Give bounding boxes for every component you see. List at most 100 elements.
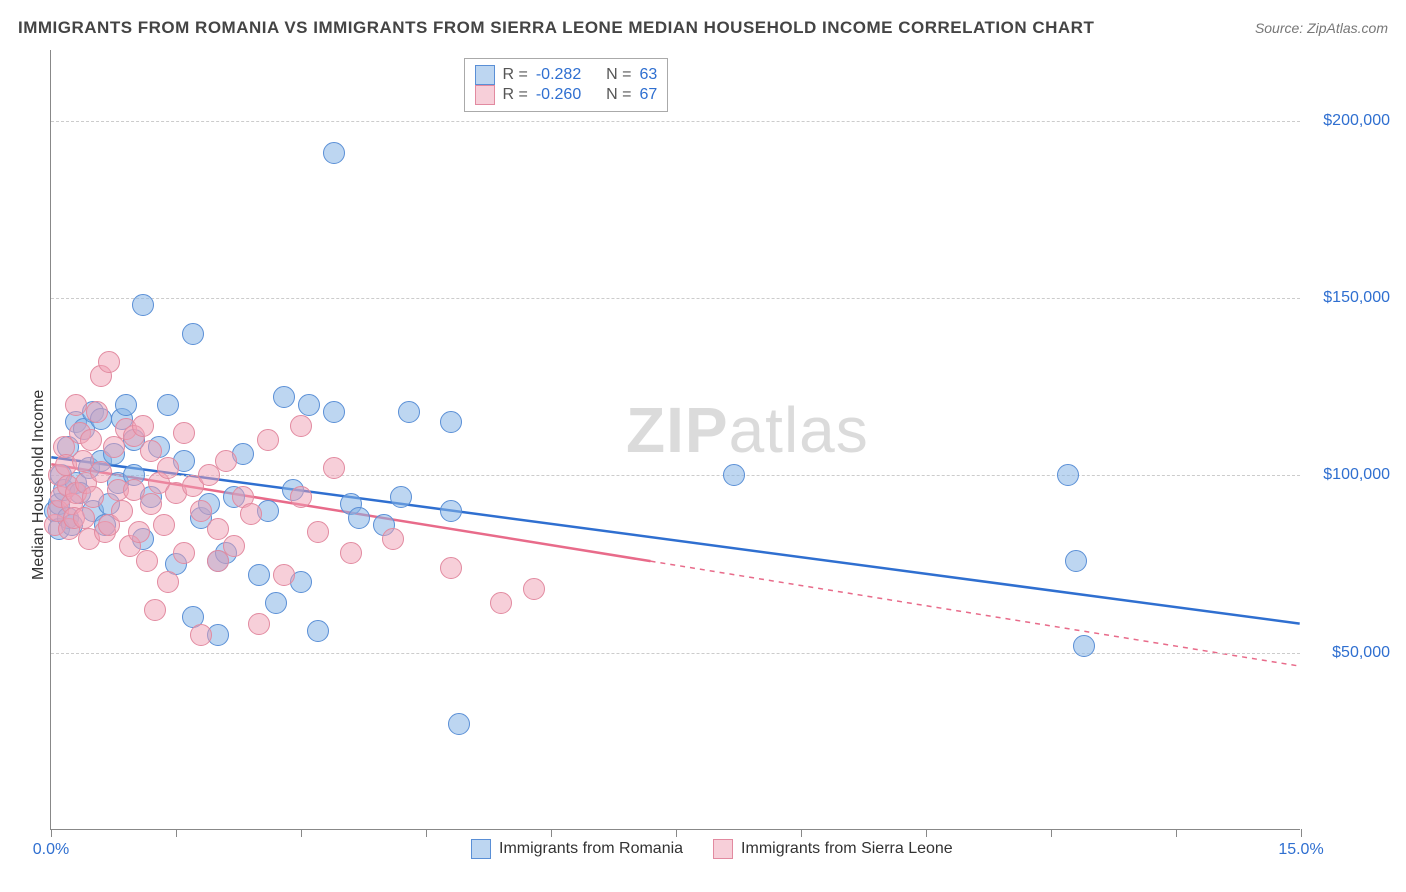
n-value: 67 <box>639 86 657 104</box>
scatter-point <box>273 564 295 586</box>
legend-item: Immigrants from Sierra Leone <box>713 839 953 859</box>
x-tick <box>801 829 802 837</box>
scatter-point <box>382 528 404 550</box>
r-label: R = <box>503 66 528 84</box>
scatter-point <box>98 351 120 373</box>
watermark-rest: atlas <box>729 394 869 466</box>
legend-label: Immigrants from Sierra Leone <box>741 840 953 858</box>
watermark-bold: ZIP <box>626 394 729 466</box>
r-label: R = <box>503 86 528 104</box>
n-label: N = <box>606 66 631 84</box>
scatter-point <box>136 550 158 572</box>
scatter-point <box>182 323 204 345</box>
scatter-point <box>190 624 212 646</box>
x-tick <box>1301 829 1302 837</box>
scatter-point <box>440 557 462 579</box>
x-tick <box>1176 829 1177 837</box>
y-tick-label: $150,000 <box>1310 289 1390 307</box>
scatter-point <box>173 542 195 564</box>
gridline <box>51 298 1300 299</box>
x-tick <box>1051 829 1052 837</box>
y-axis-label: Median Household Income <box>30 390 48 580</box>
chart-title: IMMIGRANTS FROM ROMANIA VS IMMIGRANTS FR… <box>18 18 1094 38</box>
scatter-point <box>265 592 287 614</box>
scatter-point <box>307 620 329 642</box>
scatter-point <box>323 401 345 423</box>
n-label: N = <box>606 86 631 104</box>
scatter-point <box>440 411 462 433</box>
y-tick-label: $50,000 <box>1310 644 1390 662</box>
scatter-point <box>80 429 102 451</box>
scatter-point <box>128 521 150 543</box>
x-tick <box>426 829 427 837</box>
scatter-point <box>223 535 245 557</box>
scatter-point <box>307 521 329 543</box>
x-tick <box>301 829 302 837</box>
scatter-point <box>1073 635 1095 657</box>
scatter-point <box>153 514 175 536</box>
legend-stats: R = -0.282 N = 63 R = -0.260 N = 67 <box>464 58 669 112</box>
n-value: 63 <box>639 66 657 84</box>
scatter-point <box>248 564 270 586</box>
legend-stats-row: R = -0.260 N = 67 <box>475 85 658 105</box>
legend-swatch <box>475 85 495 105</box>
scatter-point <box>215 450 237 472</box>
source-label: Source: ZipAtlas.com <box>1255 20 1388 36</box>
scatter-point <box>240 503 262 525</box>
scatter-point <box>157 571 179 593</box>
scatter-point <box>65 394 87 416</box>
scatter-point <box>290 486 312 508</box>
gridline <box>51 653 1300 654</box>
scatter-point <box>348 507 370 529</box>
y-tick-label: $200,000 <box>1310 112 1390 130</box>
r-value: -0.260 <box>536 86 581 104</box>
legend-stats-row: R = -0.282 N = 63 <box>475 65 658 85</box>
scatter-point <box>73 507 95 529</box>
legend-series: Immigrants from Romania Immigrants from S… <box>471 839 953 859</box>
legend-label: Immigrants from Romania <box>499 840 683 858</box>
scatter-point <box>144 599 166 621</box>
scatter-point <box>86 401 108 423</box>
scatter-point <box>173 422 195 444</box>
scatter-point <box>132 415 154 437</box>
scatter-point <box>440 500 462 522</box>
scatter-point <box>140 440 162 462</box>
scatter-point <box>1065 550 1087 572</box>
gridline <box>51 121 1300 122</box>
scatter-point <box>190 500 212 522</box>
x-tick <box>51 829 52 837</box>
scatter-point <box>257 429 279 451</box>
scatter-point <box>398 401 420 423</box>
watermark: ZIPatlas <box>626 393 869 467</box>
scatter-point <box>115 394 137 416</box>
scatter-point <box>390 486 412 508</box>
x-tick-label: 0.0% <box>33 841 69 859</box>
gridline <box>51 475 1300 476</box>
scatter-point <box>290 415 312 437</box>
x-tick <box>551 829 552 837</box>
scatter-point <box>1057 464 1079 486</box>
scatter-point <box>207 518 229 540</box>
scatter-point <box>323 142 345 164</box>
scatter-point <box>132 294 154 316</box>
legend-item: Immigrants from Romania <box>471 839 683 859</box>
scatter-point <box>340 542 362 564</box>
regression-lines <box>51 50 1300 829</box>
scatter-point <box>82 486 104 508</box>
scatter-point <box>323 457 345 479</box>
scatter-point <box>723 464 745 486</box>
scatter-point <box>111 500 133 522</box>
legend-swatch <box>471 839 491 859</box>
scatter-point <box>523 578 545 600</box>
scatter-point <box>298 394 320 416</box>
x-tick <box>676 829 677 837</box>
scatter-point <box>273 386 295 408</box>
scatter-point <box>157 394 179 416</box>
scatter-point <box>490 592 512 614</box>
x-tick-label: 15.0% <box>1278 841 1323 859</box>
r-value: -0.282 <box>536 66 581 84</box>
scatter-point <box>90 461 112 483</box>
legend-swatch <box>713 839 733 859</box>
scatter-plot: ZIPatlas $50,000$100,000$150,000$200,000… <box>50 50 1300 830</box>
legend-swatch <box>475 65 495 85</box>
